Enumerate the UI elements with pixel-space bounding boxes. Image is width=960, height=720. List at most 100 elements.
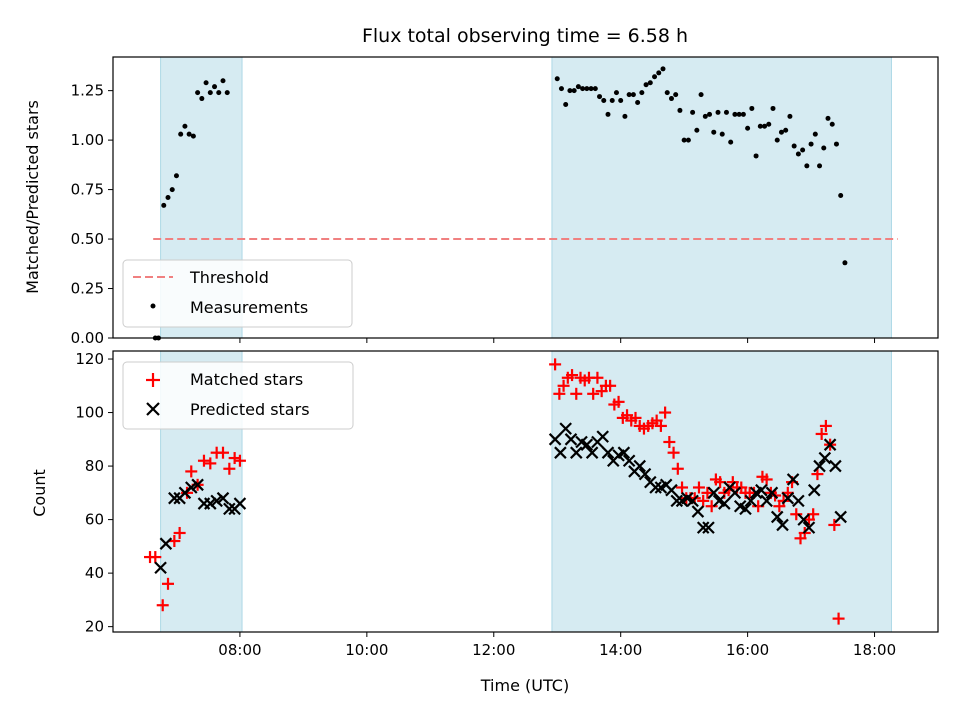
predicted-star-point bbox=[834, 510, 847, 524]
measurement-point bbox=[749, 105, 755, 111]
matched-star-point bbox=[701, 486, 714, 499]
predicted-star-point bbox=[596, 430, 609, 443]
top-legend: Threshold Measurements bbox=[122, 259, 353, 328]
matched-star-point bbox=[705, 500, 718, 513]
matched-star-point bbox=[168, 535, 181, 548]
y-tick-label: 0.75 bbox=[71, 181, 104, 199]
top-legend-box bbox=[122, 259, 353, 328]
measurement-point bbox=[808, 141, 814, 147]
measurement-point bbox=[173, 173, 179, 179]
top-y-axis-label: Matched/Predicted stars bbox=[23, 100, 42, 294]
measurement-point bbox=[736, 111, 742, 117]
matched-star-point bbox=[185, 465, 198, 478]
predicted-star-point bbox=[696, 521, 710, 534]
predicted-marker-b bbox=[802, 521, 816, 534]
predicted-marker-b bbox=[813, 459, 826, 473]
predicted-star-point bbox=[569, 446, 583, 459]
measurement-point bbox=[178, 131, 184, 137]
measurement-point bbox=[795, 151, 801, 157]
measurement-point bbox=[668, 96, 674, 102]
predicted-star-point bbox=[823, 438, 837, 451]
predicted-marker-b bbox=[760, 494, 773, 508]
measurement-point bbox=[660, 66, 666, 72]
predicted-star-point bbox=[755, 483, 768, 497]
measurement-point bbox=[212, 84, 218, 90]
measurement-point bbox=[842, 260, 848, 266]
predicted-marker-b bbox=[649, 481, 662, 494]
measurement-point bbox=[715, 109, 721, 115]
predicted-marker-b bbox=[823, 438, 837, 451]
matched-star-point bbox=[570, 387, 583, 400]
measurement-point bbox=[575, 84, 581, 90]
measurement-point bbox=[630, 92, 636, 98]
predicted-star-point bbox=[818, 451, 832, 465]
predicted-star-point bbox=[786, 473, 800, 486]
matched-star-point bbox=[663, 435, 676, 448]
x-tick-label: 12:00 bbox=[472, 641, 515, 659]
legend-measurements-swatch bbox=[150, 303, 156, 309]
bottom-x-ticks: 08:00 10:00 12:00 14:00 16:00 18:00 bbox=[218, 632, 896, 659]
legend-matched-label: Matched stars bbox=[190, 370, 303, 389]
measurement-point bbox=[554, 76, 560, 82]
predicted-marker-b bbox=[159, 537, 173, 550]
measurement-point bbox=[622, 113, 628, 119]
measurement-point bbox=[647, 80, 653, 86]
predicted-star-point bbox=[829, 459, 842, 473]
y-tick-label: 80 bbox=[85, 457, 104, 475]
matched-star-point bbox=[557, 379, 570, 392]
measurement-point bbox=[711, 129, 717, 135]
measurement-point bbox=[762, 123, 768, 129]
matched-star-point bbox=[604, 379, 617, 392]
measurement-point bbox=[745, 125, 751, 131]
predicted-star-point bbox=[797, 513, 810, 526]
measurement-point bbox=[580, 86, 586, 92]
measurement-point bbox=[563, 101, 569, 107]
predicted-marker-b bbox=[718, 497, 731, 510]
measurement-point bbox=[804, 163, 810, 169]
predicted-marker-b bbox=[575, 435, 588, 449]
measurement-point bbox=[656, 70, 662, 76]
x-axis-label: Time (UTC) bbox=[480, 676, 569, 695]
y-tick-label: 0.50 bbox=[71, 230, 104, 248]
y-tick-label: 0.25 bbox=[71, 280, 104, 298]
predicted-marker-b bbox=[580, 438, 594, 451]
predicted-marker-b bbox=[638, 467, 652, 481]
predicted-marker-b bbox=[744, 494, 758, 508]
observing-span-2 bbox=[551, 57, 892, 338]
legend-measurements-label: Measurements bbox=[190, 298, 308, 317]
predicted-star-point bbox=[670, 494, 684, 508]
measurement-point bbox=[791, 143, 797, 149]
predicted-marker-b bbox=[223, 502, 236, 516]
predicted-marker-b bbox=[770, 510, 784, 524]
matched-star-point bbox=[173, 526, 186, 539]
legend-predicted-swatch bbox=[146, 402, 160, 416]
predicted-star-point bbox=[739, 502, 752, 516]
predicted-star-point bbox=[580, 438, 594, 451]
predicted-marker-b bbox=[585, 446, 599, 459]
predicted-marker-b bbox=[797, 513, 810, 526]
predicted-star-point bbox=[223, 502, 236, 516]
predicted-marker-b bbox=[184, 481, 198, 494]
predicted-star-point bbox=[665, 483, 678, 497]
matched-star-point bbox=[204, 457, 217, 470]
matched-star-point bbox=[629, 411, 642, 424]
predicted-star-point bbox=[718, 497, 731, 510]
predicted-marker-b bbox=[792, 494, 805, 508]
matched-star-point bbox=[697, 494, 710, 507]
measurement-point bbox=[652, 74, 658, 80]
predicted-star-point bbox=[770, 510, 784, 524]
predicted-star-point bbox=[554, 446, 567, 459]
measurement-point bbox=[690, 109, 696, 115]
legend-predicted-label: Predicted stars bbox=[190, 400, 310, 419]
predicted-marker-b bbox=[564, 433, 578, 446]
matched-star-point bbox=[654, 419, 667, 432]
y-tick-label: 60 bbox=[85, 511, 104, 529]
x-tick-label: 08:00 bbox=[218, 641, 261, 659]
measurement-point bbox=[639, 90, 645, 96]
measurement-point bbox=[698, 92, 704, 98]
predicted-marker-b bbox=[834, 510, 847, 524]
predicted-marker-b bbox=[755, 483, 768, 497]
matched-star-point bbox=[828, 518, 841, 531]
predicted-star-point bbox=[781, 491, 795, 505]
predicted-star-point bbox=[765, 486, 779, 500]
